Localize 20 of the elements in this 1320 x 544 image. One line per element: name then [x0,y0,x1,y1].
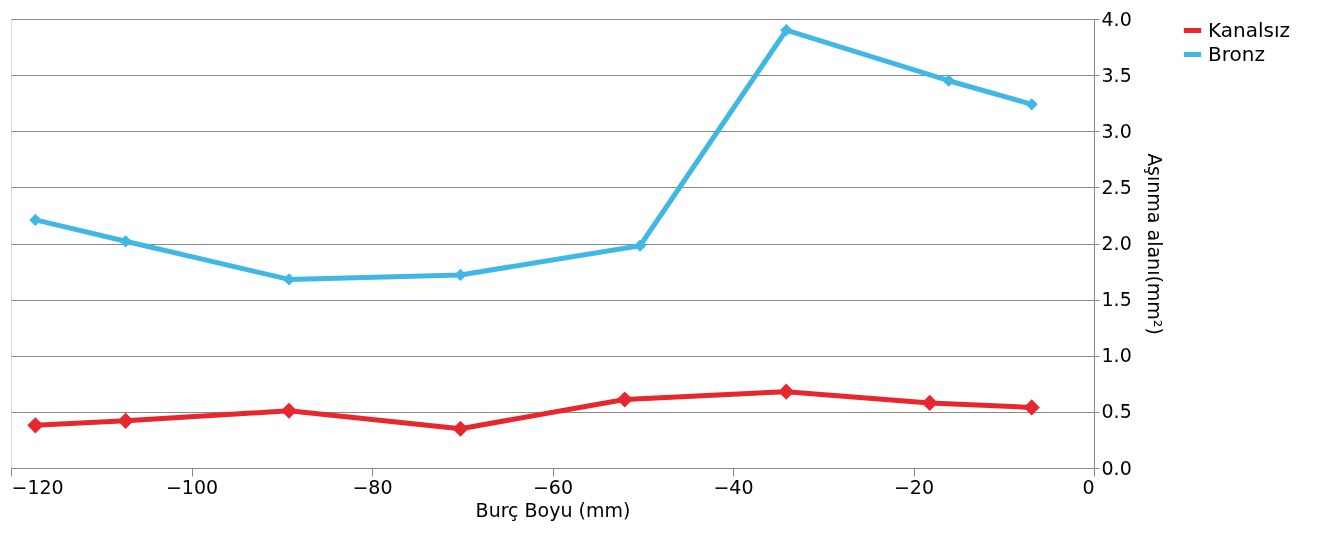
y-tick-label: 4.0 [1101,7,1132,30]
y-tick-label: 3.5 [1101,63,1132,86]
x-tick-label: 0 [1082,475,1095,498]
x-tick-label: −100 [165,475,219,498]
y-tick-label: 2.0 [1101,232,1132,254]
y-tick-label: 0.0 [1101,456,1132,479]
y-tick-label: 2.5 [1101,175,1132,198]
x-tick-label: −80 [352,475,393,498]
y-tick-label: 3.0 [1101,119,1132,142]
legend-label: Kanalsız [1208,17,1290,42]
y-tick-label: 1.0 [1101,344,1132,367]
x-tick-label: −20 [893,475,935,498]
y-axis-title: Aşınma alanı(mm²) [1143,153,1166,335]
y-tick-label: 1.5 [1101,288,1132,311]
x-axis-title: Burç Boyu (mm) [475,498,631,521]
y-tick-label: 0.5 [1101,400,1132,423]
x-tick-label: −40 [713,475,754,498]
x-tick-label: −120 [11,475,64,498]
legend-label: Bronz [1208,41,1265,66]
x-tick-label: −60 [532,475,574,498]
